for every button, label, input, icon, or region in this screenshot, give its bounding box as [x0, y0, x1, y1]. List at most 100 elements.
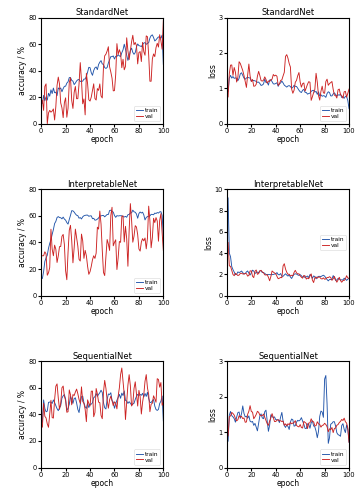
- val: [338, 418, 343, 424]
- val: [311, 280, 316, 285]
- train: [63, 217, 68, 223]
- train: [226, 88, 230, 94]
- Line: train: train: [228, 376, 349, 444]
- Line: val: val: [228, 54, 349, 100]
- Line: val: val: [42, 20, 163, 124]
- val: [347, 276, 351, 281]
- val: [65, 410, 69, 416]
- train: [347, 440, 351, 446]
- train: [324, 372, 328, 378]
- train: [299, 90, 304, 96]
- val: [248, 402, 252, 408]
- train: [161, 232, 165, 238]
- Line: train: train: [228, 73, 349, 108]
- Title: StandardNet: StandardNet: [261, 8, 315, 16]
- train: [156, 406, 161, 412]
- val: [288, 273, 292, 279]
- val: [226, 240, 230, 246]
- val: [298, 273, 302, 279]
- val: [46, 424, 50, 430]
- val: [338, 278, 343, 283]
- train: [40, 100, 44, 106]
- val: [65, 114, 69, 120]
- train: [68, 212, 73, 218]
- val: [156, 44, 161, 50]
- train: [40, 276, 44, 281]
- val: [285, 52, 289, 58]
- train: [104, 406, 108, 412]
- val: [250, 409, 255, 415]
- val: [113, 400, 118, 406]
- val: [161, 18, 165, 24]
- val: [254, 81, 258, 87]
- train: [99, 387, 103, 393]
- val: [299, 424, 304, 430]
- val: [153, 54, 157, 60]
- Legend: train, val: train, val: [134, 450, 160, 464]
- Y-axis label: accuracy / %: accuracy / %: [18, 46, 27, 95]
- train: [298, 417, 302, 423]
- train: [288, 419, 292, 425]
- val: [104, 254, 108, 260]
- train: [250, 78, 255, 84]
- Line: train: train: [42, 210, 163, 278]
- val: [340, 92, 344, 98]
- Line: val: val: [228, 242, 349, 282]
- train: [342, 275, 346, 281]
- train: [131, 207, 135, 213]
- X-axis label: epoch: epoch: [91, 135, 114, 144]
- train: [153, 403, 157, 409]
- val: [69, 98, 74, 103]
- val: [158, 384, 162, 390]
- train: [254, 424, 258, 430]
- X-axis label: epoch: epoch: [276, 479, 300, 488]
- Title: InterpretableNet: InterpretableNet: [253, 180, 323, 188]
- train: [255, 80, 260, 86]
- Legend: train, val: train, val: [320, 106, 346, 120]
- val: [226, 94, 230, 100]
- val: [65, 276, 69, 282]
- val: [40, 424, 44, 430]
- train: [249, 419, 253, 425]
- train: [102, 64, 107, 70]
- train: [226, 195, 230, 201]
- val: [342, 415, 346, 421]
- train: [112, 56, 117, 62]
- train: [150, 32, 155, 38]
- train: [290, 86, 294, 91]
- val: [45, 120, 49, 126]
- val: [299, 84, 304, 90]
- Y-axis label: accuracy / %: accuracy / %: [18, 390, 27, 439]
- val: [113, 237, 118, 243]
- val: [63, 268, 68, 274]
- X-axis label: epoch: epoch: [91, 307, 114, 316]
- val: [290, 421, 294, 427]
- val: [161, 248, 165, 254]
- Title: SequentialNet: SequentialNet: [72, 352, 132, 360]
- val: [128, 200, 132, 206]
- val: [254, 267, 258, 273]
- val: [154, 399, 158, 405]
- Line: val: val: [228, 406, 349, 442]
- train: [113, 401, 118, 407]
- val: [40, 253, 44, 259]
- val: [40, 98, 44, 103]
- val: [342, 278, 346, 283]
- train: [347, 106, 351, 112]
- val: [249, 78, 253, 84]
- X-axis label: epoch: epoch: [91, 479, 114, 488]
- train: [68, 394, 73, 400]
- train: [161, 62, 165, 68]
- train: [326, 278, 330, 284]
- Line: train: train: [42, 390, 163, 422]
- train: [240, 70, 244, 76]
- train: [249, 270, 253, 276]
- train: [68, 74, 73, 80]
- val: [113, 72, 118, 78]
- train: [153, 210, 157, 216]
- train: [338, 91, 343, 97]
- train: [102, 214, 107, 220]
- val: [154, 214, 158, 220]
- Y-axis label: loss: loss: [208, 407, 217, 422]
- Line: val: val: [42, 368, 163, 428]
